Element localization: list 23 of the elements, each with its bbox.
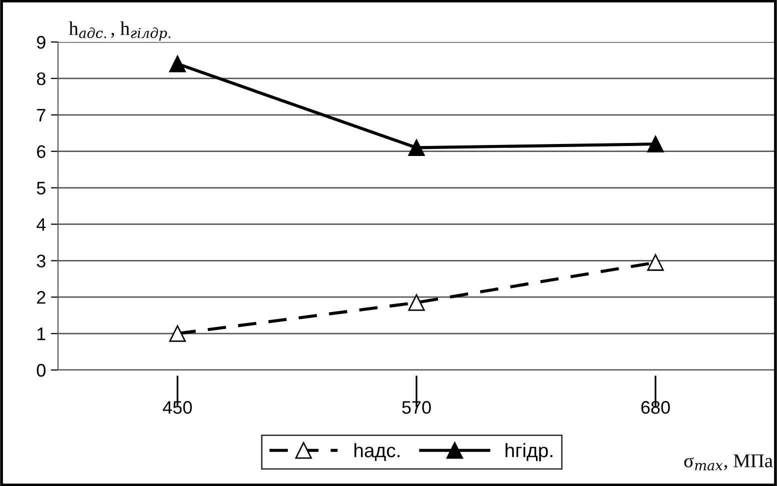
y-tick-label: 2 — [37, 291, 46, 304]
point — [647, 136, 664, 152]
y-tick-label: 6 — [37, 145, 46, 158]
x-tick-label: 570 — [402, 401, 431, 414]
legend-label: hадс. — [354, 443, 400, 462]
y-tick-label: 3 — [36, 254, 46, 268]
y-tick-label: 7 — [37, 109, 46, 122]
x-tick-label: 450 — [162, 401, 192, 414]
x-tick-label: 680 — [641, 401, 670, 414]
y-tick-label: 5 — [36, 182, 46, 194]
y-tick-label: 0 — [36, 364, 46, 377]
point — [408, 294, 425, 311]
y-tick-label: 8 — [36, 72, 46, 86]
point — [408, 139, 425, 156]
point — [169, 325, 186, 342]
x-axis-title: σ$_{max}$, МПа — [684, 454, 773, 470]
point — [169, 56, 186, 72]
y-tick-label: 1 — [38, 328, 46, 340]
y-tick-label: 9 — [37, 36, 46, 49]
y-tick-label: 4 — [36, 218, 46, 231]
point — [647, 254, 664, 271]
y-axis-title: h$_{адс.}$, h$_{гілдр.}$ — [68, 21, 170, 41]
legend-label: hгідр. — [506, 443, 552, 462]
